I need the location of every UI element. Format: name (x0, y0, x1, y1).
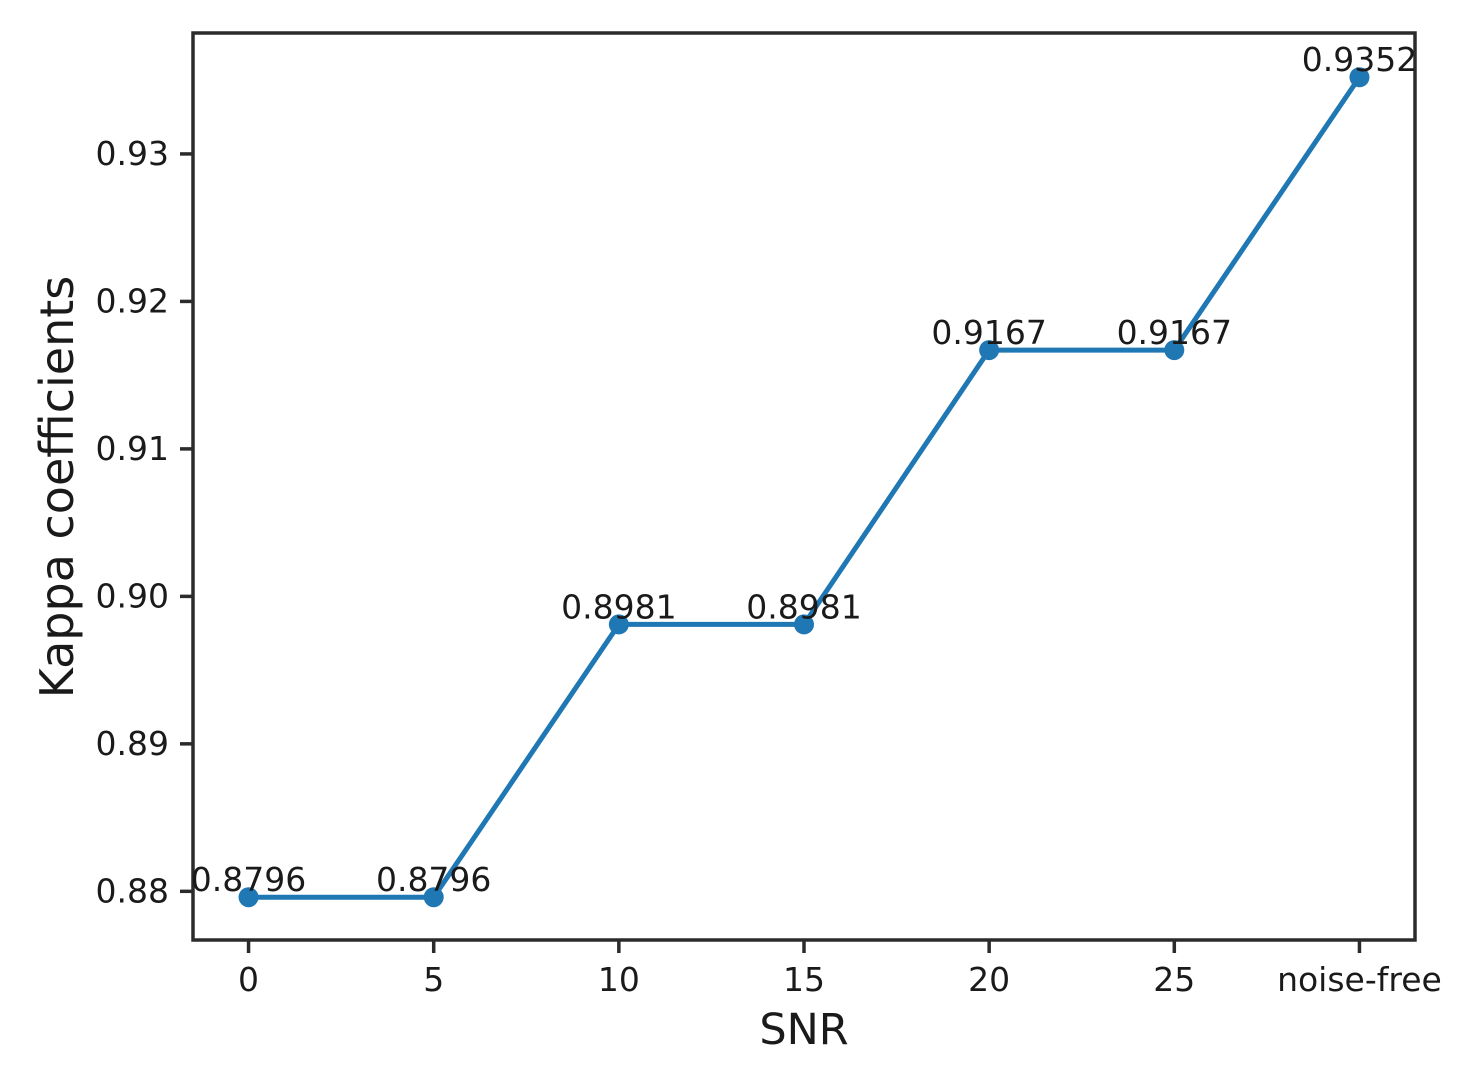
x-axis-label: SNR (759, 1005, 849, 1055)
data-point (608, 614, 629, 635)
y-tick-label: 0.92 (96, 281, 169, 320)
x-tick-label: 0 (238, 960, 259, 999)
y-tick-label: 0.88 (96, 871, 169, 910)
data-line (246, 74, 1362, 900)
data-point-label: 0.8796 (376, 860, 491, 899)
data-point (794, 614, 814, 635)
data-point (423, 887, 444, 908)
data-point-label: 0.8981 (746, 587, 861, 626)
x-tick-label: 5 (423, 960, 444, 999)
data-point-label: 0.9167 (1117, 313, 1232, 352)
x-tick-label: 15 (783, 960, 825, 999)
y-tick-label: 0.89 (96, 724, 169, 763)
data-point-label: 0.9167 (931, 313, 1046, 352)
data-point-label: 0.8796 (191, 860, 306, 899)
x-tick-label: 25 (1153, 960, 1195, 999)
x-tick-label: noise-free (1277, 960, 1442, 999)
data-point (238, 887, 259, 908)
y-axis-label: Kappa coefficients (30, 275, 84, 699)
data-point (979, 340, 1000, 361)
plot-border (191, 31, 1417, 942)
data-point-label: 0.8981 (561, 587, 676, 626)
y-tick-label: 0.93 (96, 134, 169, 173)
y-tick-label: 0.91 (96, 429, 169, 468)
x-tick-label: 20 (968, 960, 1010, 999)
x-tick-label: 10 (598, 960, 640, 999)
data-point-label: 0.9352 (1302, 40, 1417, 79)
y-tick-label: 0.90 (96, 576, 169, 615)
data-point (1164, 340, 1185, 361)
data-point (1349, 67, 1370, 88)
